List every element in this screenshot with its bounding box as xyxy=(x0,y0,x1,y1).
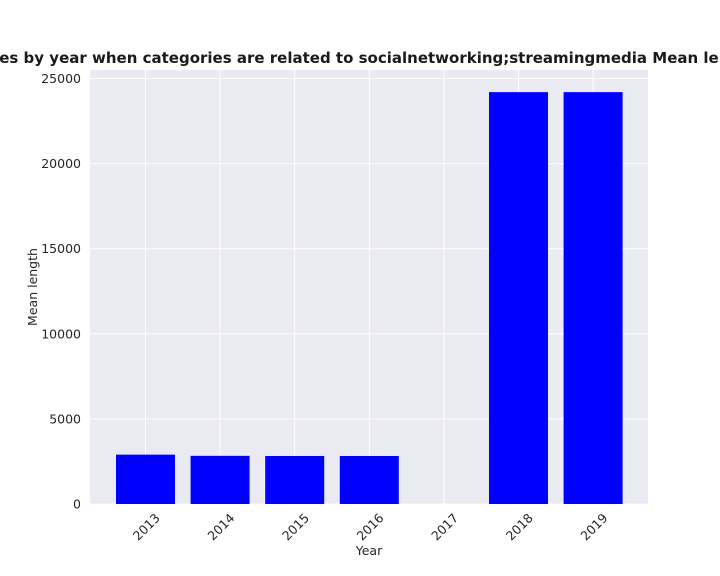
x-tick-label: 2013 xyxy=(130,510,163,543)
bar-2019 xyxy=(563,92,623,504)
bar-2016 xyxy=(339,456,399,504)
grid-lines xyxy=(90,70,648,505)
y-axis-label: Mean length xyxy=(25,248,40,326)
x-tick-label: 2017 xyxy=(428,510,461,543)
x-tick-label: 2018 xyxy=(503,510,536,543)
y-tick-label: 0 xyxy=(73,497,81,512)
bars xyxy=(116,92,623,504)
x-tick-labels: 2013 2014 2015 2016 2017 2018 2019 xyxy=(130,510,611,543)
bar-2018 xyxy=(489,92,548,504)
bar-2014 xyxy=(190,455,250,504)
y-tick-label: 15000 xyxy=(41,241,81,256)
bar-2013 xyxy=(116,454,175,504)
bar-2015 xyxy=(265,456,325,504)
y-tick-label: 5000 xyxy=(49,411,81,426)
y-tick-labels: 0 5000 10000 15000 20000 25000 xyxy=(41,71,81,511)
x-tick-label: 2014 xyxy=(204,510,237,543)
chart-title: Mean length of privacy policies by year … xyxy=(0,49,720,67)
y-tick-label: 20000 xyxy=(41,156,81,171)
y-tick-label: 25000 xyxy=(41,71,81,86)
x-axis-label: Year xyxy=(355,543,383,558)
y-tick-label: 10000 xyxy=(41,326,81,341)
x-tick-label: 2019 xyxy=(577,510,610,543)
x-tick-label: 2016 xyxy=(354,510,387,543)
x-tick-label: 2015 xyxy=(279,510,312,543)
